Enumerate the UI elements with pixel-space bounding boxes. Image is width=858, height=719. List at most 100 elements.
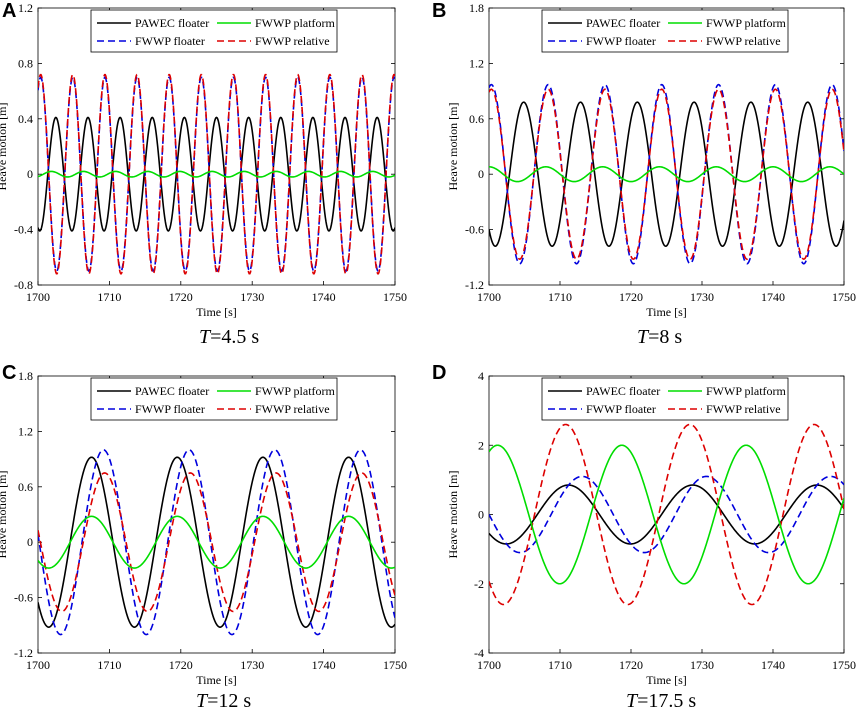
legend-label: FWWP floater — [135, 34, 205, 48]
x-tick-label: 1720 — [619, 658, 643, 672]
legend-box — [90, 9, 338, 53]
series-line-fwwp-floater — [489, 83, 844, 265]
legend-label: FWWP platform — [255, 16, 336, 30]
y-tick-label: -2 — [474, 577, 484, 591]
y-tick-label: -1.2 — [14, 646, 33, 660]
x-tick-label: 1750 — [383, 658, 407, 672]
y-tick-label: 2 — [478, 438, 484, 452]
panel-letter-d: D — [432, 362, 447, 384]
period-label-b: T=8 s — [637, 326, 683, 348]
series-line-pawec-floater — [38, 116, 395, 232]
x-tick-label: 1750 — [832, 290, 856, 304]
x-tick-label: 1720 — [169, 658, 193, 672]
legend-label: FWWP floater — [586, 402, 656, 416]
period-label-d: T=17.5 s — [626, 690, 697, 712]
legend-label: FWWP relative — [706, 34, 781, 48]
y-tick-label: -0.6 — [465, 223, 484, 237]
series-line-pawec-floater — [489, 484, 844, 545]
y-tick-label: 0.8 — [18, 56, 33, 70]
legend-label: FWWP platform — [255, 384, 336, 398]
x-tick-label: 1710 — [97, 658, 121, 672]
x-tick-label: 1720 — [169, 290, 193, 304]
y-tick-label: -1.2 — [465, 278, 484, 292]
series-line-pawec-floater — [489, 101, 844, 248]
legend-label: FWWP platform — [706, 16, 787, 30]
legend-label: PAWEC floater — [135, 16, 209, 30]
series-line-fwwp-relative — [489, 88, 844, 260]
x-tick-label: 1740 — [761, 290, 785, 304]
y-tick-label: -0.4 — [14, 223, 33, 237]
series-line-fwwp-platform — [38, 170, 395, 178]
legend-label: FWWP floater — [586, 34, 656, 48]
x-tick-label: 1710 — [548, 658, 572, 672]
series-line-pawec-floater — [38, 456, 395, 628]
x-tick-label: 1730 — [240, 658, 264, 672]
y-tick-label: 1.2 — [469, 56, 484, 70]
x-tick-label: 1700 — [477, 290, 501, 304]
x-axis-label: Time [s] — [196, 673, 237, 687]
panel-letter-c: C — [2, 362, 17, 384]
y-tick-label: -4 — [474, 646, 484, 660]
legend-label: PAWEC floater — [135, 384, 209, 398]
series-line-fwwp-platform — [489, 444, 844, 585]
y-tick-label: 1.2 — [18, 424, 33, 438]
y-tick-label: 0.6 — [469, 112, 484, 126]
y-axis-label: Heave motion [m] — [0, 103, 9, 191]
chart-panel-c: 1700 1710 1720 1730 1740 1750 -1.2 -0.6 0 0.6 1.2 1… — [0, 369, 407, 687]
y-tick-label: -0.8 — [14, 278, 33, 292]
x-tick-label: 1730 — [240, 290, 264, 304]
legend-label: FWWP relative — [255, 34, 330, 48]
y-tick-label: 0 — [27, 535, 33, 549]
x-tick-label: 1730 — [690, 290, 714, 304]
x-axis-label: Time [s] — [646, 673, 687, 687]
legend-label: FWWP relative — [706, 402, 781, 416]
legend-label: PAWEC floater — [586, 384, 660, 398]
series-line-fwwp-relative — [489, 423, 844, 606]
series-line-fwwp-platform — [38, 515, 395, 569]
legend-label: FWWP relative — [255, 402, 330, 416]
y-tick-label: 0.6 — [18, 480, 33, 494]
series-line-fwwp-relative — [38, 472, 395, 613]
panel-letter-b: B — [432, 0, 447, 22]
x-tick-label: 1750 — [383, 290, 407, 304]
series-line-fwwp-floater — [38, 449, 395, 636]
y-tick-label: 0 — [478, 167, 484, 181]
y-tick-label: 0.4 — [18, 112, 33, 126]
series-group — [489, 423, 844, 606]
legend-box — [541, 9, 789, 53]
y-axis-label: Heave motion [m] — [446, 471, 460, 559]
series-group — [489, 83, 844, 265]
chart-panel-d: 1700 1710 1720 1730 1740 1750 -4 -2 0 2 4 Time [s] H… — [446, 369, 856, 687]
y-tick-label: 0 — [478, 508, 484, 522]
chart-panel-a: 1700 1710 1720 1730 1740 1750 -0.8 -0.4 0 0.4 0.8 1… — [0, 1, 407, 319]
y-tick-label: 1.2 — [18, 1, 33, 15]
series-line-fwwp-relative — [38, 73, 395, 275]
series-group — [38, 73, 395, 275]
x-tick-label: 1730 — [690, 658, 714, 672]
x-tick-label: 1700 — [26, 658, 50, 672]
y-axis-label: Heave motion [m] — [0, 471, 9, 559]
plot-frame — [37, 375, 396, 654]
legend-label: FWWP floater — [135, 402, 205, 416]
panel-letter-a: A — [2, 0, 17, 22]
x-tick-label: 1750 — [832, 658, 856, 672]
x-tick-label: 1740 — [312, 658, 336, 672]
x-tick-label: 1710 — [548, 290, 572, 304]
y-tick-label: 1.8 — [18, 369, 33, 383]
x-tick-label: 1700 — [26, 290, 50, 304]
x-tick-label: 1740 — [761, 658, 785, 672]
x-tick-label: 1700 — [477, 658, 501, 672]
x-axis-label: Time [s] — [196, 305, 237, 319]
x-tick-label: 1720 — [619, 290, 643, 304]
y-tick-label: 1.8 — [469, 1, 484, 15]
chart-panel-b: 1700 1710 1720 1730 1740 1750 -1.2 -0.6 0 0.6 1.2 1… — [446, 1, 856, 319]
legend-label: PAWEC floater — [586, 16, 660, 30]
period-label-c: T=12 s — [196, 690, 252, 712]
legend-label: FWWP platform — [706, 384, 787, 398]
period-label-a: T=4.5 s — [199, 326, 260, 348]
legend-box — [90, 377, 338, 421]
series-line-fwwp-floater — [489, 475, 844, 554]
x-axis-label: Time [s] — [646, 305, 687, 319]
y-axis-label: Heave motion [m] — [446, 103, 460, 191]
x-tick-label: 1710 — [97, 290, 121, 304]
